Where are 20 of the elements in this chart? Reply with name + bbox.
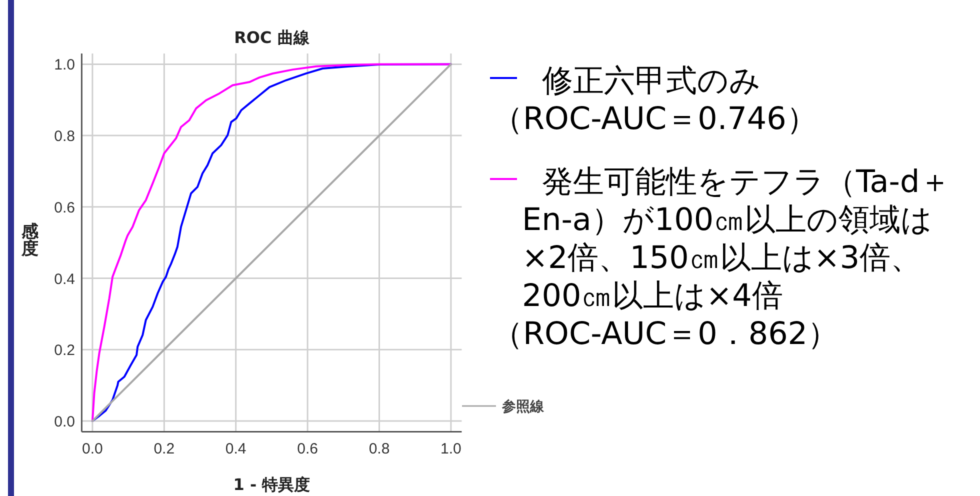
y-tick-label: 0.0 [54, 413, 75, 430]
x-tick-label: 0.0 [82, 440, 103, 458]
y-tick-label: 0.6 [54, 199, 75, 216]
y-tick-label: 1.0 [54, 56, 75, 74]
x-tick-label: 0.4 [225, 440, 246, 458]
x-tick-label: 1.0 [440, 440, 462, 458]
legend-label: 修正六甲式のみ [541, 62, 762, 100]
x-tick-label: 0.8 [368, 440, 390, 458]
y-tick-label: 0.4 [54, 270, 75, 288]
legend-label: 参照線 [501, 398, 545, 415]
y-axis-title: 感度 [21, 222, 39, 259]
text: （ROC-AUC＝0.746） [492, 100, 818, 138]
x-axis-title: 1 - 特異度 [233, 475, 310, 494]
legend-label: 発生可能性をテフラ（Ta-d＋En-a）が100㎝以上の領域は×2倍、150㎝以上は×3倍、200㎝以上は×4倍 [522, 163, 952, 315]
y-tick-label: 0.2 [54, 342, 75, 360]
x-tick-label: 0.6 [297, 440, 318, 458]
x-tick-label: 0.2 [154, 440, 175, 458]
y-tick-label: 0.8 [54, 128, 75, 146]
text: （ROC-AUC＝0．862） [492, 315, 840, 353]
chart-title: ROC 曲線 [234, 28, 310, 47]
